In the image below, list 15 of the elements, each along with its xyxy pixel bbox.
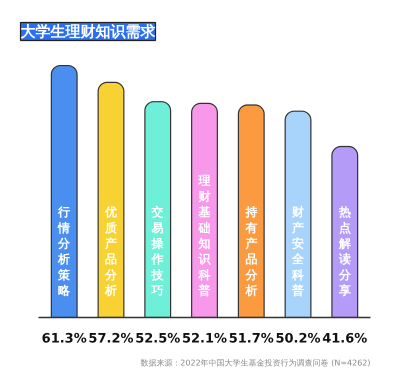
x-tick-label: 交易操作技巧 [150, 205, 165, 298]
x-tick-label: 优质产品分析 [104, 205, 118, 298]
data-label: 57.2% [88, 332, 134, 346]
data-label: 50.2% [275, 332, 321, 346]
data-label: 61.3% [42, 332, 87, 346]
data-label: 51.7% [228, 332, 274, 346]
x-tick-label: 财产安全科普 [291, 205, 306, 298]
data-label: 52.1% [182, 332, 228, 346]
x-tick-label: 持有产品分析 [244, 205, 258, 298]
x-tick-label: 理财基础知识科普 [198, 174, 212, 298]
x-tick-label: 行情分析策略 [57, 205, 72, 298]
data-label: 52.5% [135, 332, 180, 346]
x-tick-label: 热点解读分享 [338, 205, 352, 298]
source-note: 数据来源：2022年中国大学生基金投资行为调查问卷 (N=4262) [140, 358, 371, 368]
data-label: 41.6% [322, 332, 368, 346]
